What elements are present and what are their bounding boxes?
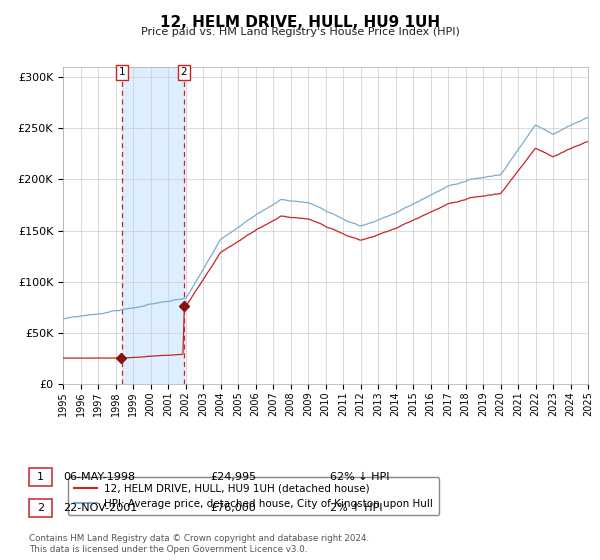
Text: £24,995: £24,995: [210, 472, 256, 482]
Bar: [122, 67, 184, 384]
Legend: 12, HELM DRIVE, HULL, HU9 1UH (detached house), HPI: Average price, detached hou: 12, HELM DRIVE, HULL, HU9 1UH (detached …: [68, 478, 439, 515]
Text: 62% ↓ HPI: 62% ↓ HPI: [330, 472, 389, 482]
Text: Contains HM Land Registry data © Crown copyright and database right 2024.
This d: Contains HM Land Registry data © Crown c…: [29, 534, 369, 554]
Text: Price paid vs. HM Land Registry's House Price Index (HPI): Price paid vs. HM Land Registry's House …: [140, 27, 460, 37]
Text: 2% ↑ HPI: 2% ↑ HPI: [330, 503, 383, 513]
Text: £76,000: £76,000: [210, 503, 256, 513]
Text: 2: 2: [181, 67, 187, 77]
Text: 1: 1: [37, 472, 44, 482]
Text: 2: 2: [37, 503, 44, 513]
Text: 1: 1: [118, 67, 125, 77]
Text: 06-MAY-1998: 06-MAY-1998: [63, 472, 135, 482]
Text: 22-NOV-2001: 22-NOV-2001: [63, 503, 137, 513]
Text: 12, HELM DRIVE, HULL, HU9 1UH: 12, HELM DRIVE, HULL, HU9 1UH: [160, 15, 440, 30]
